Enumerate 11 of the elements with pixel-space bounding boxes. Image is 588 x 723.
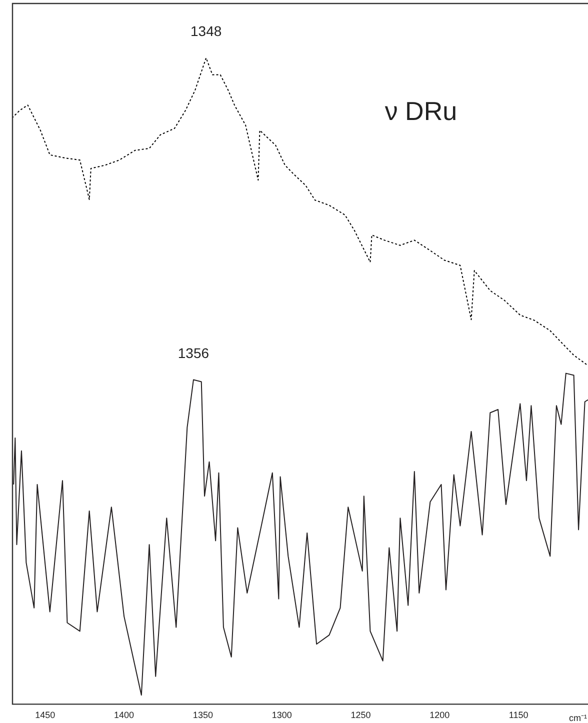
x-axis-title: cm⁻¹ [569,713,587,723]
x-tick-label: 1250 [350,710,371,720]
annotation: ν DRu [384,96,458,126]
x-tick-label: 1200 [430,710,450,720]
x-tick-label: 1300 [272,710,292,720]
x-tick-label: 1350 [192,710,213,720]
x-tick-label: 1400 [114,710,134,720]
annotation: 1348 [190,22,222,39]
x-tick-label: 1150 [508,710,528,720]
x-tick-label: 1450 [35,710,56,720]
annotation: 1356 [178,344,210,361]
